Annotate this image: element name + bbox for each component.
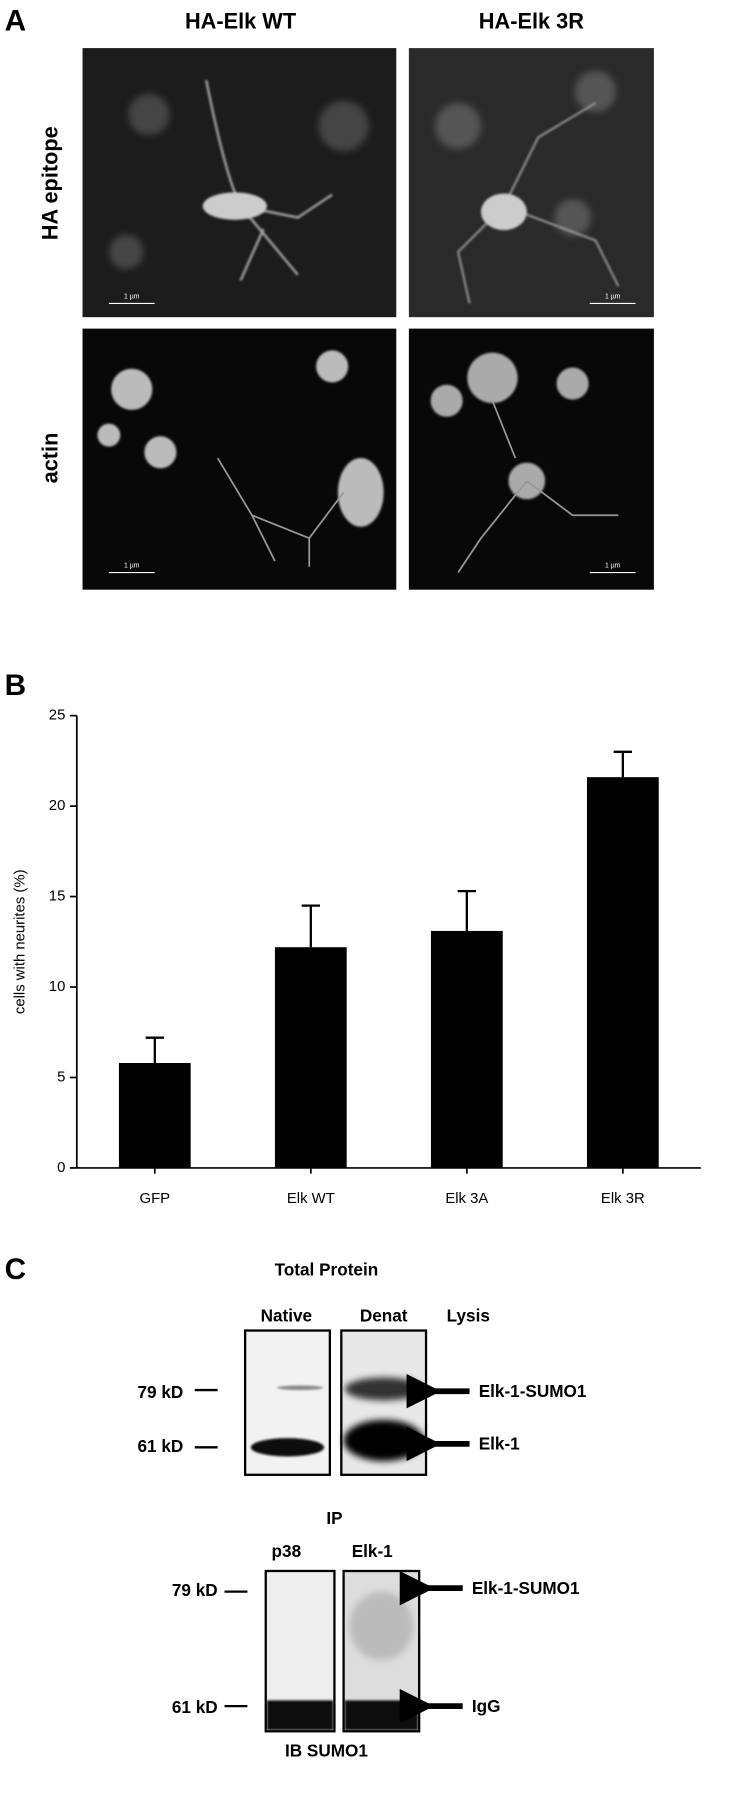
x-tick-label: Elk 3A <box>445 1191 488 1207</box>
blot-title: Total Protein <box>275 1260 379 1280</box>
ib-label: IB SUMO1 <box>285 1740 368 1760</box>
panel-label: A <box>5 5 27 38</box>
y-tick-label: 20 <box>49 798 66 814</box>
y-tick-label: 10 <box>49 979 66 995</box>
lane-label: p38 <box>272 1541 302 1561</box>
marker-label: 61 kD <box>172 1697 218 1717</box>
lysis-label: Lysis <box>447 1305 490 1325</box>
y-tick-label: 15 <box>49 889 66 905</box>
marker-label: 79 kD <box>172 1580 218 1600</box>
ip-title: IP <box>326 1508 342 1528</box>
x-tick-label: Elk 3R <box>601 1191 645 1207</box>
y-axis-label: cells with neurites (%) <box>13 869 29 1014</box>
panel-label: B <box>5 669 27 702</box>
y-tick-label: 0 <box>57 1160 65 1176</box>
x-tick-label: GFP <box>140 1191 171 1207</box>
bar-chart: 0 5 10 15 20 25 cells with neurites (%) GFP Elk … <box>13 708 701 1207</box>
band-label: Elk-1-SUMO1 <box>472 1578 580 1598</box>
micrograph: 1 µm <box>408 48 654 318</box>
row-label: HA epitope <box>37 126 62 240</box>
bar <box>118 1063 191 1168</box>
scale-bar-label: 1 µm <box>605 562 621 569</box>
scale-bar-label: 1 µm <box>124 562 140 569</box>
scale-bar-label: 1 µm <box>605 293 621 300</box>
error-bar <box>457 889 476 931</box>
column-header: HA-Elk 3R <box>479 9 584 34</box>
band-label: Elk-1-SUMO1 <box>479 1381 587 1401</box>
row-label: actin <box>37 433 62 484</box>
band-label: IgG <box>472 1696 501 1716</box>
bar <box>586 777 659 1168</box>
bar <box>430 930 503 1168</box>
y-tick-label: 5 <box>57 1069 65 1085</box>
panel-label: C <box>5 1253 27 1286</box>
marker-label: 61 kD <box>138 1436 184 1456</box>
scale-bar-label: 1 µm <box>124 293 140 300</box>
micrograph: 1 µm <box>82 48 397 318</box>
marker-label: 79 kD <box>138 1382 184 1402</box>
y-tick-label: 25 <box>49 708 66 724</box>
blot <box>243 1329 428 1476</box>
micrograph: 1 µm <box>408 328 654 590</box>
band-label: Elk-1 <box>479 1434 520 1454</box>
lane-label: Native <box>261 1305 313 1325</box>
blot <box>264 1569 421 1733</box>
micrograph: 1 µm <box>82 328 397 590</box>
error-bar <box>613 750 633 778</box>
error-bar <box>145 1036 164 1064</box>
column-header: HA-Elk WT <box>185 9 297 34</box>
bar <box>274 947 347 1168</box>
lane-label: Elk-1 <box>352 1541 393 1561</box>
x-tick-label: Elk WT <box>287 1191 335 1207</box>
lane-label: Denat <box>360 1305 408 1325</box>
error-bar <box>301 904 320 948</box>
